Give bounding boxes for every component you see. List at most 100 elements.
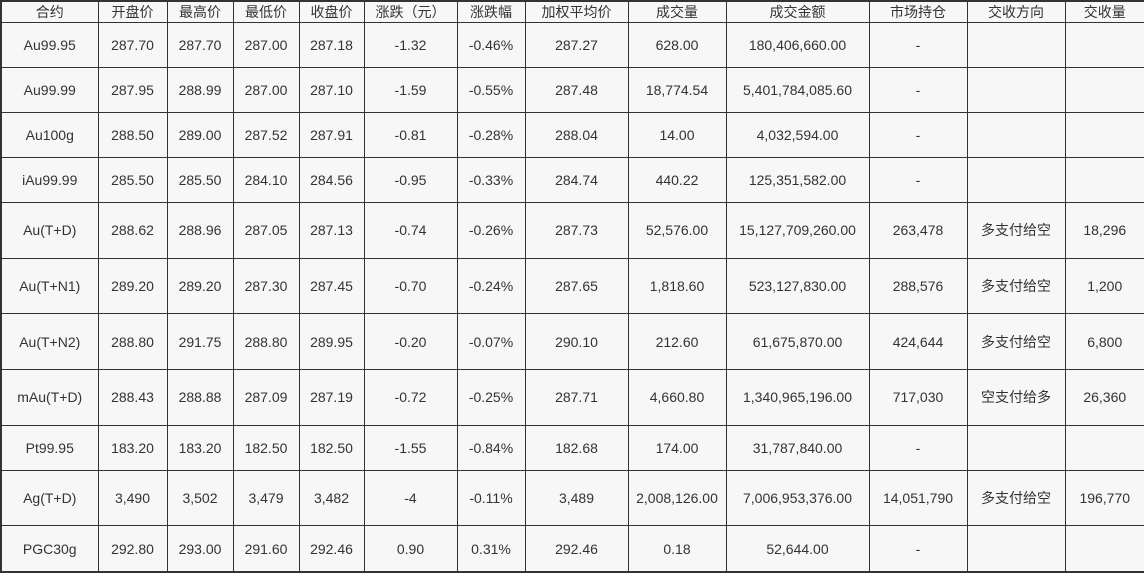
table-cell: 291.75	[166, 313, 234, 370]
table-cell: 287.00	[232, 21, 300, 69]
table-cell: 26,360	[1064, 368, 1144, 426]
contract-cell: Au(T+N1)	[0, 257, 99, 315]
table-cell: 14,051,790	[868, 469, 968, 527]
table-cell: -1.55	[363, 424, 458, 471]
table-cell: -0.70	[363, 257, 458, 315]
table-cell: 288.80	[97, 313, 168, 370]
table-cell: 4,660.80	[627, 368, 727, 426]
table-cell: 289.20	[97, 257, 168, 315]
table-row: mAu(T+D) 288.43 288.88 287.09 287.19 -0.72 -0.…	[0, 368, 1144, 426]
table-cell: 292.80	[97, 525, 168, 573]
table-cell: -	[868, 67, 968, 114]
column-header: 合约	[0, 0, 99, 23]
table-cell: 1,340,965,196.00	[725, 368, 870, 426]
table-row: Au99.99 287.95 288.99 287.00 287.10 -1.59 -0.5…	[0, 67, 1144, 114]
contract-cell: Pt99.95	[0, 424, 99, 471]
table-cell: -0.74	[363, 202, 458, 259]
table-cell: -0.28%	[456, 112, 526, 159]
table-cell: 287.73	[524, 202, 629, 259]
table-cell: -0.25%	[456, 368, 526, 426]
table-cell: 3,482	[298, 469, 365, 527]
column-header: 成交量	[627, 0, 727, 23]
table-cell: -0.95	[363, 157, 458, 204]
table-cell	[966, 525, 1066, 573]
contract-cell: mAu(T+D)	[0, 368, 99, 426]
table-cell: -4	[363, 469, 458, 527]
table-cell: 263,478	[868, 202, 968, 259]
contract-cell: Au99.95	[0, 21, 99, 69]
table-cell	[1064, 424, 1144, 471]
table-cell: 287.27	[524, 21, 629, 69]
table-cell: 52,644.00	[725, 525, 870, 573]
table-cell: 0.18	[627, 525, 727, 573]
table-cell: 183.20	[166, 424, 234, 471]
table-cell: 3,502	[166, 469, 234, 527]
table-cell: -1.59	[363, 67, 458, 114]
table-cell: 293.00	[166, 525, 234, 573]
table-cell: 多支付给空	[966, 313, 1066, 370]
table-row: PGC30g 292.80 293.00 291.60 292.46 0.90 0.31% 2…	[0, 525, 1144, 573]
quotes-table-body: Au99.95 287.70 287.70 287.00 287.18 -1.32 -0.4…	[0, 21, 1144, 573]
table-cell: 3,489	[524, 469, 629, 527]
table-cell: 523,127,830.00	[725, 257, 870, 315]
column-header: 收盘价	[298, 0, 365, 23]
table-row: Pt99.95 183.20 183.20 182.50 182.50 -1.55 -0.8…	[0, 424, 1144, 471]
table-cell: 288.80	[232, 313, 300, 370]
table-cell: 287.19	[298, 368, 365, 426]
table-row: iAu99.99 285.50 285.50 284.10 284.56 -0.95 -0.…	[0, 157, 1144, 204]
table-cell	[966, 157, 1066, 204]
table-cell: 289.20	[166, 257, 234, 315]
table-cell: 628.00	[627, 21, 727, 69]
table-cell: 290.10	[524, 313, 629, 370]
table-cell: 多支付给空	[966, 469, 1066, 527]
table-row: Au(T+D) 288.62 288.96 287.05 287.13 -0.74 -0.2…	[0, 202, 1144, 259]
table-cell: 0.90	[363, 525, 458, 573]
table-cell: 285.50	[166, 157, 234, 204]
table-cell: 287.09	[232, 368, 300, 426]
table-cell: 183.20	[97, 424, 168, 471]
table-cell: 289.00	[166, 112, 234, 159]
contract-cell: Au99.99	[0, 67, 99, 114]
table-cell: 287.95	[97, 67, 168, 114]
table-row: Ag(T+D) 3,490 3,502 3,479 3,482 -4 -0.11% 3,489…	[0, 469, 1144, 527]
table-cell: -	[868, 424, 968, 471]
table-cell: 0.31%	[456, 525, 526, 573]
table-cell	[966, 21, 1066, 69]
table-cell: 174.00	[627, 424, 727, 471]
table-cell: 287.91	[298, 112, 365, 159]
table-cell: 287.05	[232, 202, 300, 259]
table-cell	[966, 112, 1066, 159]
table-cell: 288.50	[97, 112, 168, 159]
table-cell: 289.95	[298, 313, 365, 370]
table-cell: 287.10	[298, 67, 365, 114]
table-cell	[1064, 112, 1144, 159]
table-cell: -0.24%	[456, 257, 526, 315]
table-cell: 717,030	[868, 368, 968, 426]
table-cell: -1.32	[363, 21, 458, 69]
column-header: 最低价	[232, 0, 300, 23]
table-cell: 287.30	[232, 257, 300, 315]
table-cell: -0.11%	[456, 469, 526, 527]
table-cell	[1064, 21, 1144, 69]
table-cell: 288.04	[524, 112, 629, 159]
table-cell: 多支付给空	[966, 257, 1066, 315]
table-cell: -0.20	[363, 313, 458, 370]
table-cell: -0.33%	[456, 157, 526, 204]
contract-cell: Au(T+N2)	[0, 313, 99, 370]
table-cell: 291.60	[232, 525, 300, 573]
table-cell: -0.84%	[456, 424, 526, 471]
table-cell: 288.43	[97, 368, 168, 426]
table-cell: 196,770	[1064, 469, 1144, 527]
table-row: Au99.95 287.70 287.70 287.00 287.18 -1.32 -0.4…	[0, 21, 1144, 69]
table-cell: 31,787,840.00	[725, 424, 870, 471]
table-cell	[1064, 525, 1144, 573]
column-header: 开盘价	[97, 0, 168, 23]
table-cell: 292.46	[524, 525, 629, 573]
table-cell: 284.10	[232, 157, 300, 204]
table-cell	[966, 424, 1066, 471]
table-cell: 7,006,953,376.00	[725, 469, 870, 527]
table-cell: 287.13	[298, 202, 365, 259]
table-cell: 15,127,709,260.00	[725, 202, 870, 259]
